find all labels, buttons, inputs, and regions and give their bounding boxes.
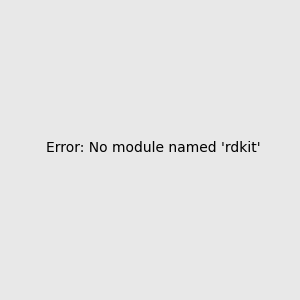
Text: Error: No module named 'rdkit': Error: No module named 'rdkit' bbox=[46, 140, 261, 154]
